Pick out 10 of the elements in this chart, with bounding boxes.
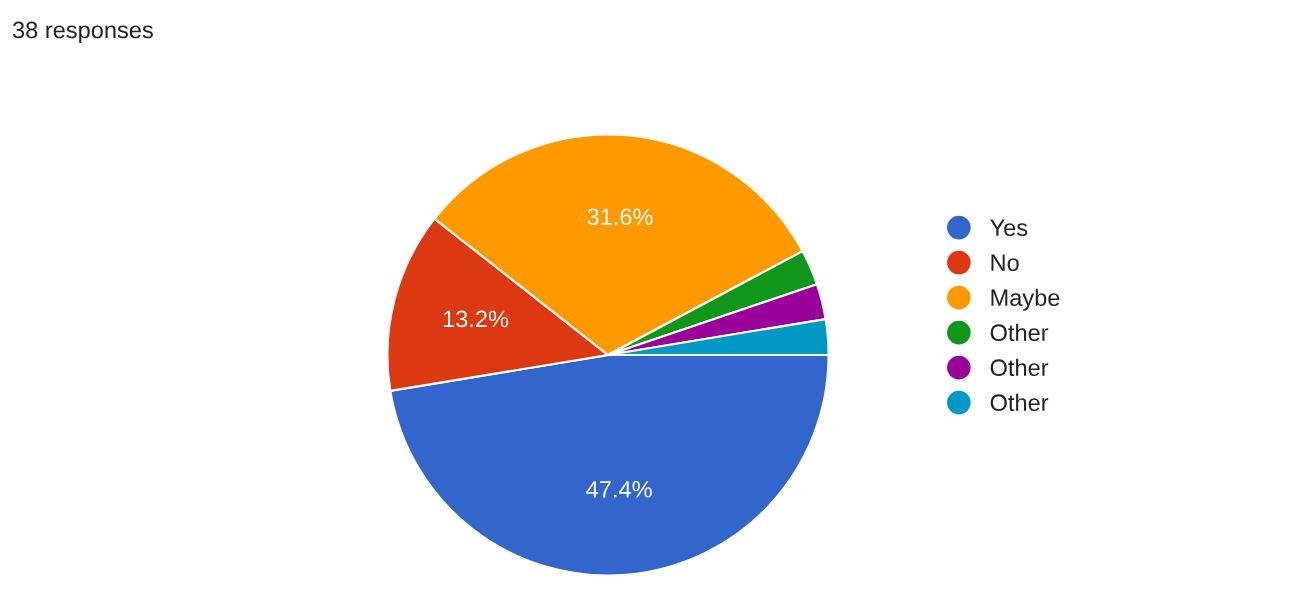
legend-label: No	[991, 254, 1019, 272]
legend-label: Other	[990, 358, 1049, 377]
data-label: 47.4%	[586, 481, 652, 498]
text: 38 responses	[12, 21, 153, 44]
data-label: 31.6%	[587, 208, 653, 226]
legend-label: Yes	[990, 219, 1028, 237]
legend-label: Other	[990, 323, 1049, 342]
legend-label: Maybe	[991, 288, 1060, 311]
data-label: 13.2%	[443, 310, 509, 328]
legend-label: Other	[990, 393, 1049, 412]
